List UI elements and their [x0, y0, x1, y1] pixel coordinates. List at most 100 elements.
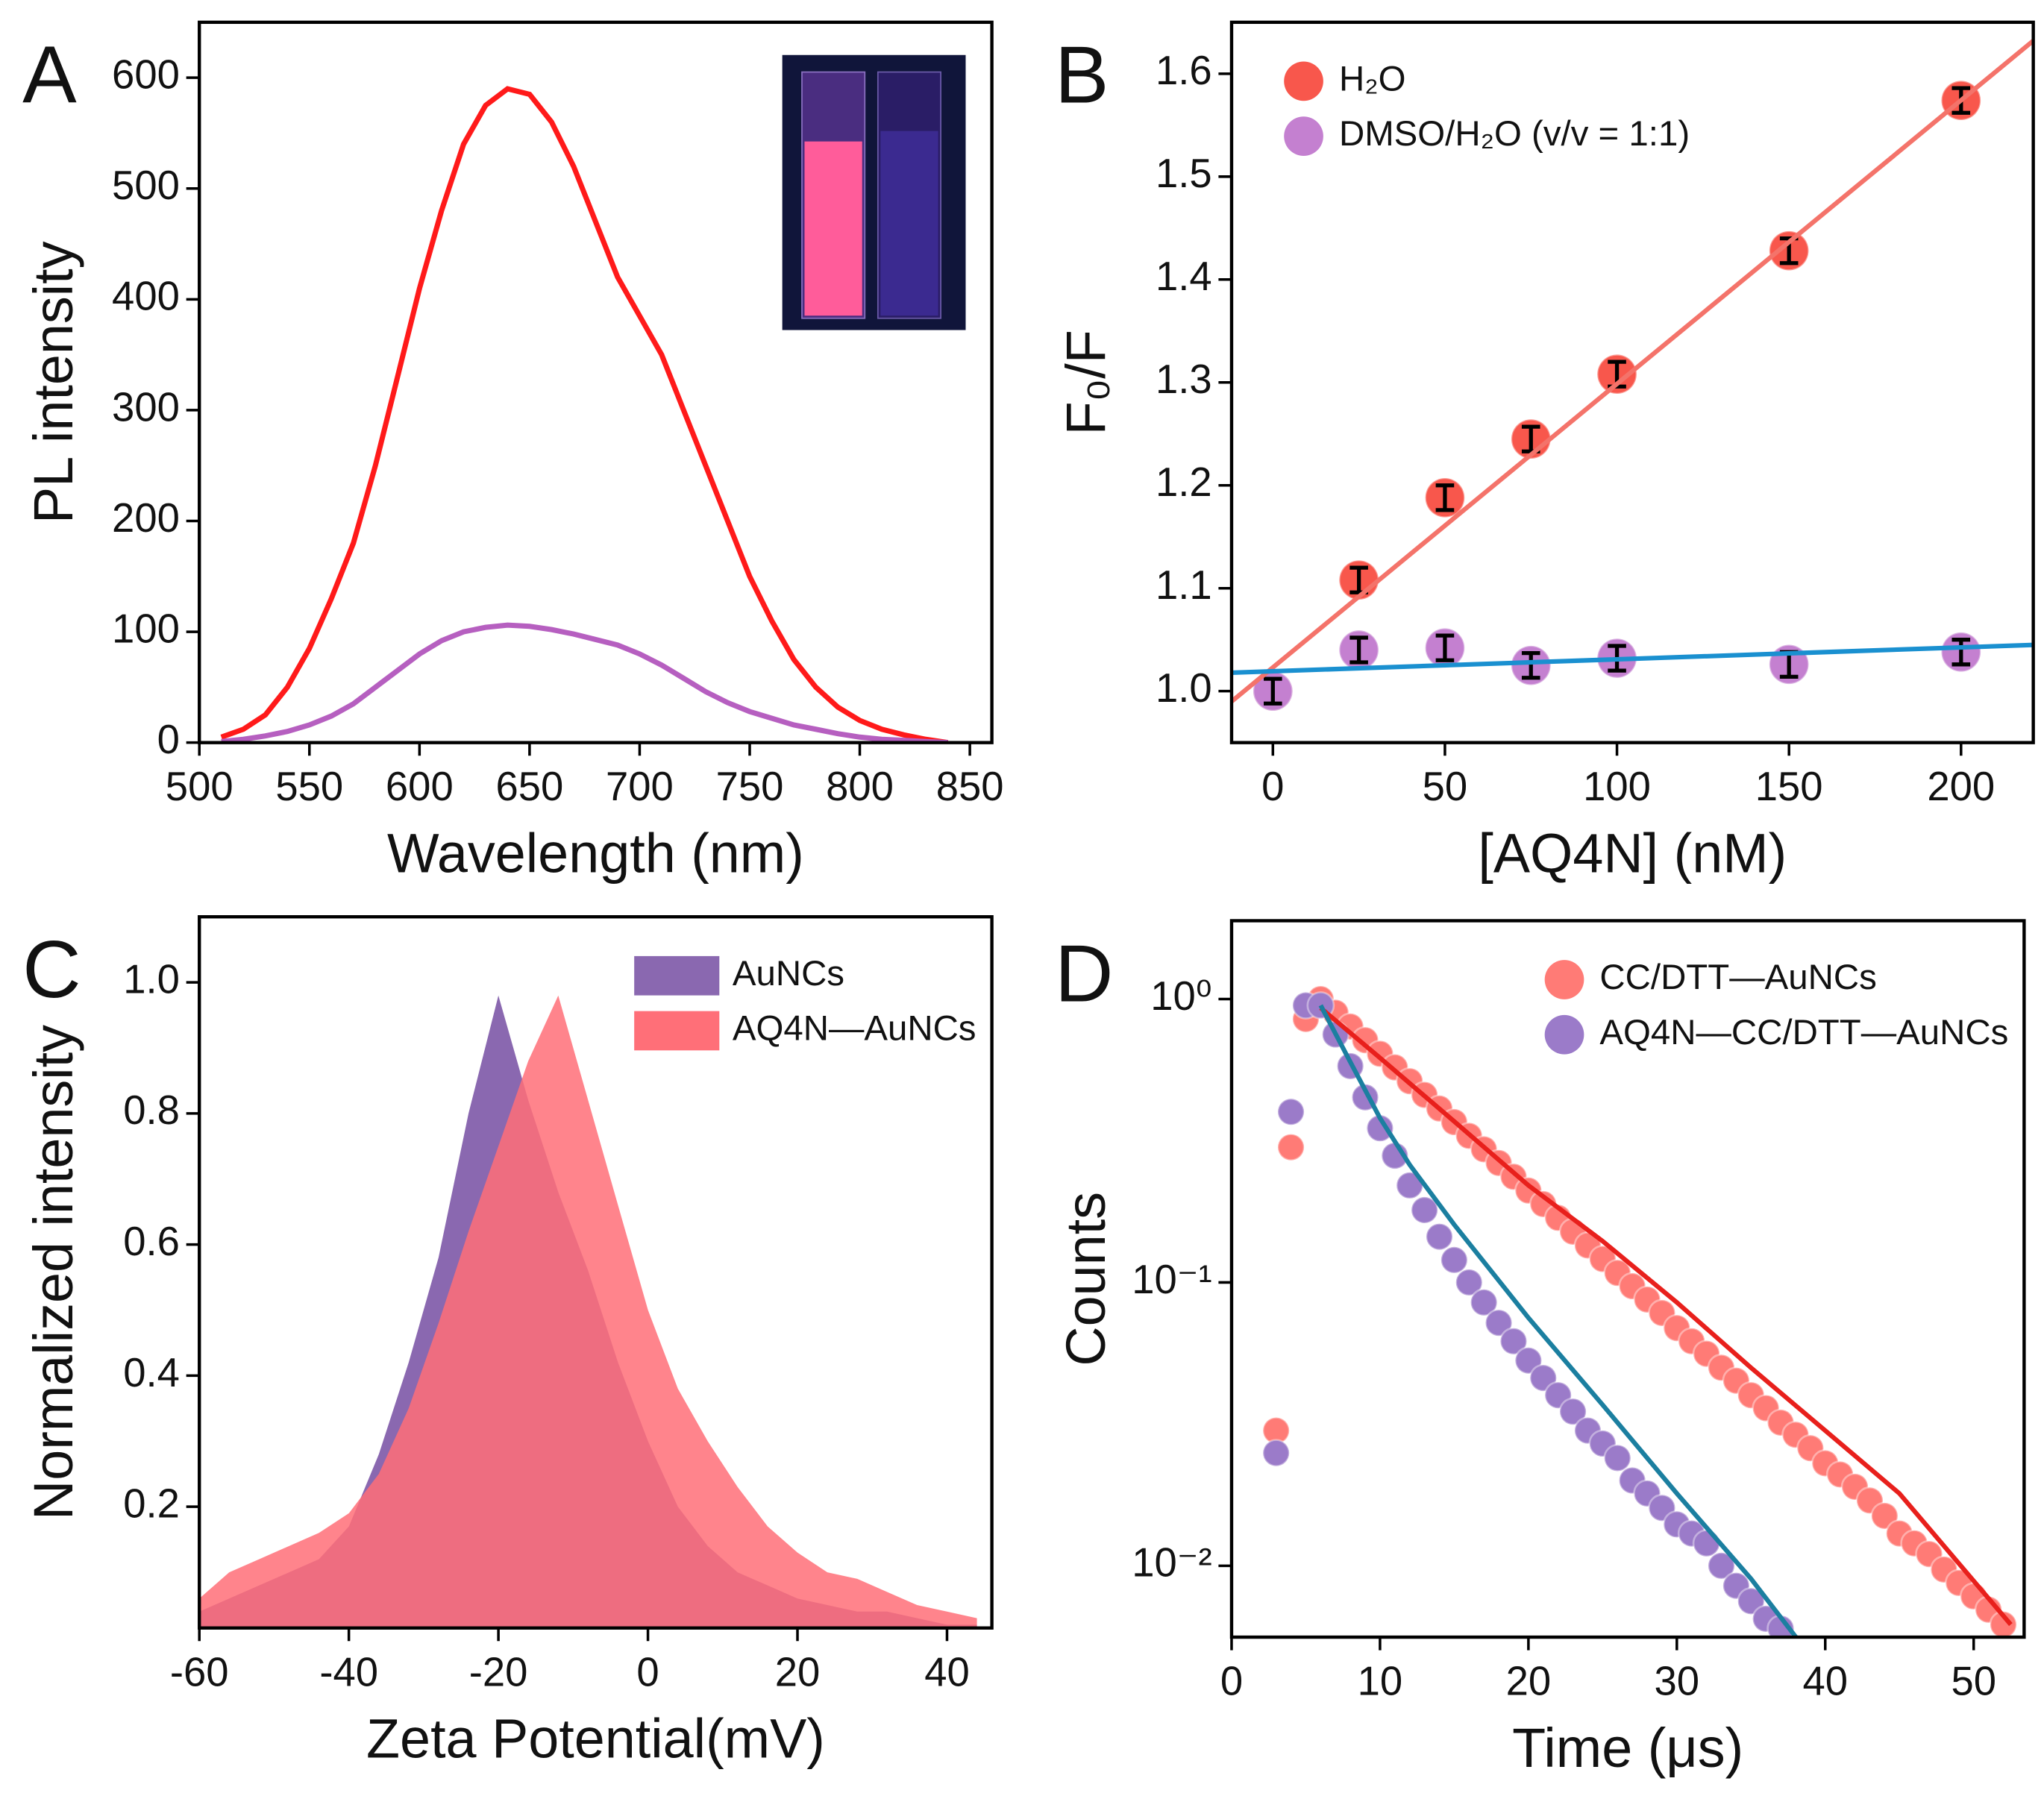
x-tick-label: 40: [924, 1649, 970, 1695]
x-tick-label: 550: [275, 764, 343, 809]
legend-label: DMSO/H₂O (v/v = 1:1): [1339, 114, 1690, 154]
y-axis-label: PL intensity: [22, 241, 84, 524]
x-tick-label: 50: [1951, 1659, 1996, 1704]
y-tick-label: 200: [112, 495, 180, 541]
cuvette-liquid: [804, 141, 862, 316]
x-tick-label: 850: [936, 764, 1004, 809]
x-axis-label: [AQ4N] (nM): [1478, 823, 1787, 885]
data-point: [1603, 1444, 1632, 1472]
x-tick-label: 40: [1802, 1659, 1848, 1704]
y-tick-label: 300: [112, 384, 180, 430]
plot-area: [1231, 39, 2034, 712]
data-point: [1499, 1327, 1528, 1356]
plot-area: [220, 86, 949, 743]
x-tick-label: -20: [469, 1649, 528, 1695]
legend-marker: [1284, 61, 1323, 101]
legend-marker: [1544, 960, 1584, 999]
panel-label: D: [1055, 928, 1114, 1019]
plot-frame: [1229, 20, 2035, 744]
x-tick-label: 750: [716, 764, 784, 809]
y-tick-label: 1.4: [1156, 254, 1212, 299]
data-point: [1870, 1501, 1899, 1530]
y-tick-label: 600: [112, 52, 180, 98]
x-tick-label: 10: [1358, 1659, 1403, 1704]
x-tick-label: 150: [1755, 764, 1823, 809]
y-tick-label: 10⁻¹: [1132, 1257, 1211, 1302]
y-axis-label: Normalized intensity: [22, 1025, 84, 1520]
legend-label: H₂O: [1339, 59, 1406, 98]
legend: AuNCs AQ4N—AuNCs: [634, 954, 976, 1051]
y-tick-label: 1.1: [1156, 562, 1212, 608]
x-tick-label: 650: [495, 764, 563, 809]
x-tick-label: 0: [1261, 764, 1284, 809]
data-point: [1276, 1133, 1305, 1162]
legend: CC/DTT—AuNCs AQ4N—CC/DTT—AuNCs: [1544, 958, 2008, 1055]
data-point: [1558, 1397, 1587, 1426]
data-line: [220, 86, 949, 743]
x-tick-label: 600: [386, 764, 454, 809]
data-point: [1707, 1551, 1736, 1580]
legend-swatch: [634, 955, 720, 996]
y-tick-label: 0.8: [123, 1087, 180, 1133]
legend-label: AuNCs: [733, 954, 844, 993]
x-tick-label: 100: [1583, 764, 1651, 809]
x-axis-label: Wavelength (nm): [387, 823, 804, 885]
x-axis-label: Time (μs): [1512, 1717, 1743, 1779]
x-tick-label: 50: [1423, 764, 1468, 809]
data-point: [1514, 1346, 1543, 1375]
y-tick-label: 1.6: [1156, 48, 1212, 93]
x-tick-label: 0: [1220, 1659, 1243, 1704]
plot-frame: [1229, 919, 2026, 1639]
y-tick-label: 500: [112, 163, 180, 208]
x-tick-label: 30: [1655, 1659, 1700, 1704]
data-point: [1485, 1308, 1513, 1337]
data-point: [1410, 1196, 1439, 1225]
data-point: [1692, 1529, 1721, 1558]
panel-label: A: [22, 30, 77, 121]
x-tick-label: 200: [1927, 764, 1995, 809]
data-point: [1261, 1439, 1291, 1468]
legend-label: CC/DTT—AuNCs: [1599, 958, 1876, 997]
x-tick-label: -60: [170, 1649, 229, 1695]
data-point: [1737, 1586, 1766, 1615]
data-point: [1529, 1363, 1558, 1392]
legend-marker: [1284, 116, 1323, 156]
x-tick-label: 800: [826, 764, 894, 809]
legend: H₂O DMSO/H₂O (v/v = 1:1): [1284, 59, 1690, 156]
y-tick-label: 1.0: [1156, 665, 1212, 711]
data-area: [199, 995, 977, 1628]
x-axis-label: Zeta Potential(mV): [366, 1708, 825, 1770]
y-tick-label: 0.4: [123, 1350, 180, 1395]
y-tick-label: 0.2: [123, 1481, 180, 1527]
cuvette-liquid: [880, 131, 938, 316]
y-tick-label: 10⁻²: [1132, 1540, 1211, 1586]
x-tick-label: 500: [166, 764, 233, 809]
y-axis-label: F₀/F: [1055, 330, 1117, 435]
y-tick-label: 0.6: [123, 1219, 180, 1264]
x-tick-label: 20: [775, 1649, 821, 1695]
plot-frame: [198, 915, 994, 1630]
legend-swatch: [634, 1011, 720, 1051]
y-tick-label: 10⁰: [1150, 973, 1211, 1019]
x-tick-label: 20: [1506, 1659, 1552, 1704]
fit-line: [1319, 1006, 2013, 1627]
y-tick-label: 0: [157, 717, 180, 762]
legend-label: AQ4N—AuNCs: [733, 1009, 976, 1049]
data-point: [1425, 1222, 1454, 1252]
plot-area: [1261, 985, 2018, 1638]
panel-label: B: [1055, 30, 1109, 121]
fit-line: [1231, 39, 2034, 703]
data-point: [1470, 1288, 1499, 1317]
legend-label: AQ4N—CC/DTT—AuNCs: [1599, 1013, 2008, 1052]
y-tick-label: 400: [112, 274, 180, 319]
x-tick-label: 0: [636, 1649, 659, 1695]
y-tick-label: 1.2: [1156, 459, 1212, 505]
fit-line: [1231, 642, 2034, 675]
plot-frame: [198, 20, 994, 744]
inset-photo: [782, 54, 966, 330]
y-tick-label: 1.3: [1156, 357, 1212, 402]
y-tick-label: 1.5: [1156, 151, 1212, 196]
x-tick-label: -40: [319, 1649, 378, 1695]
